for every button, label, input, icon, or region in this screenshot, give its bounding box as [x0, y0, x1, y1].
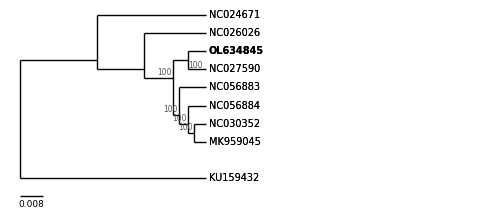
- Text: NC026026: NC026026: [208, 28, 260, 38]
- Text: KU159432: KU159432: [208, 173, 259, 183]
- Text: 100: 100: [188, 61, 203, 70]
- Text: 100: 100: [172, 114, 186, 123]
- Text: MK959045: MK959045: [208, 137, 260, 147]
- Text: OL634845: OL634845: [208, 46, 264, 56]
- Text: NC056883: NC056883: [208, 82, 260, 92]
- Text: 100: 100: [158, 68, 172, 78]
- Text: NC056884: NC056884: [208, 101, 260, 111]
- Text: NC024671: NC024671: [208, 10, 260, 20]
- Text: NC030352: NC030352: [208, 119, 260, 129]
- Text: MK959045: MK959045: [208, 137, 260, 147]
- Text: 100: 100: [178, 123, 192, 132]
- Text: NC056883: NC056883: [208, 82, 260, 92]
- Text: 0.008: 0.008: [18, 200, 44, 209]
- Text: NC024671: NC024671: [208, 10, 260, 20]
- Text: NC030352: NC030352: [208, 119, 260, 129]
- Text: KU159432: KU159432: [208, 173, 259, 183]
- Text: NC056884: NC056884: [208, 101, 260, 111]
- Text: NC027590: NC027590: [208, 64, 260, 74]
- Text: 100: 100: [163, 105, 178, 114]
- Text: NC026026: NC026026: [208, 28, 260, 38]
- Text: NC027590: NC027590: [208, 64, 260, 74]
- Text: OL634845: OL634845: [208, 46, 264, 56]
